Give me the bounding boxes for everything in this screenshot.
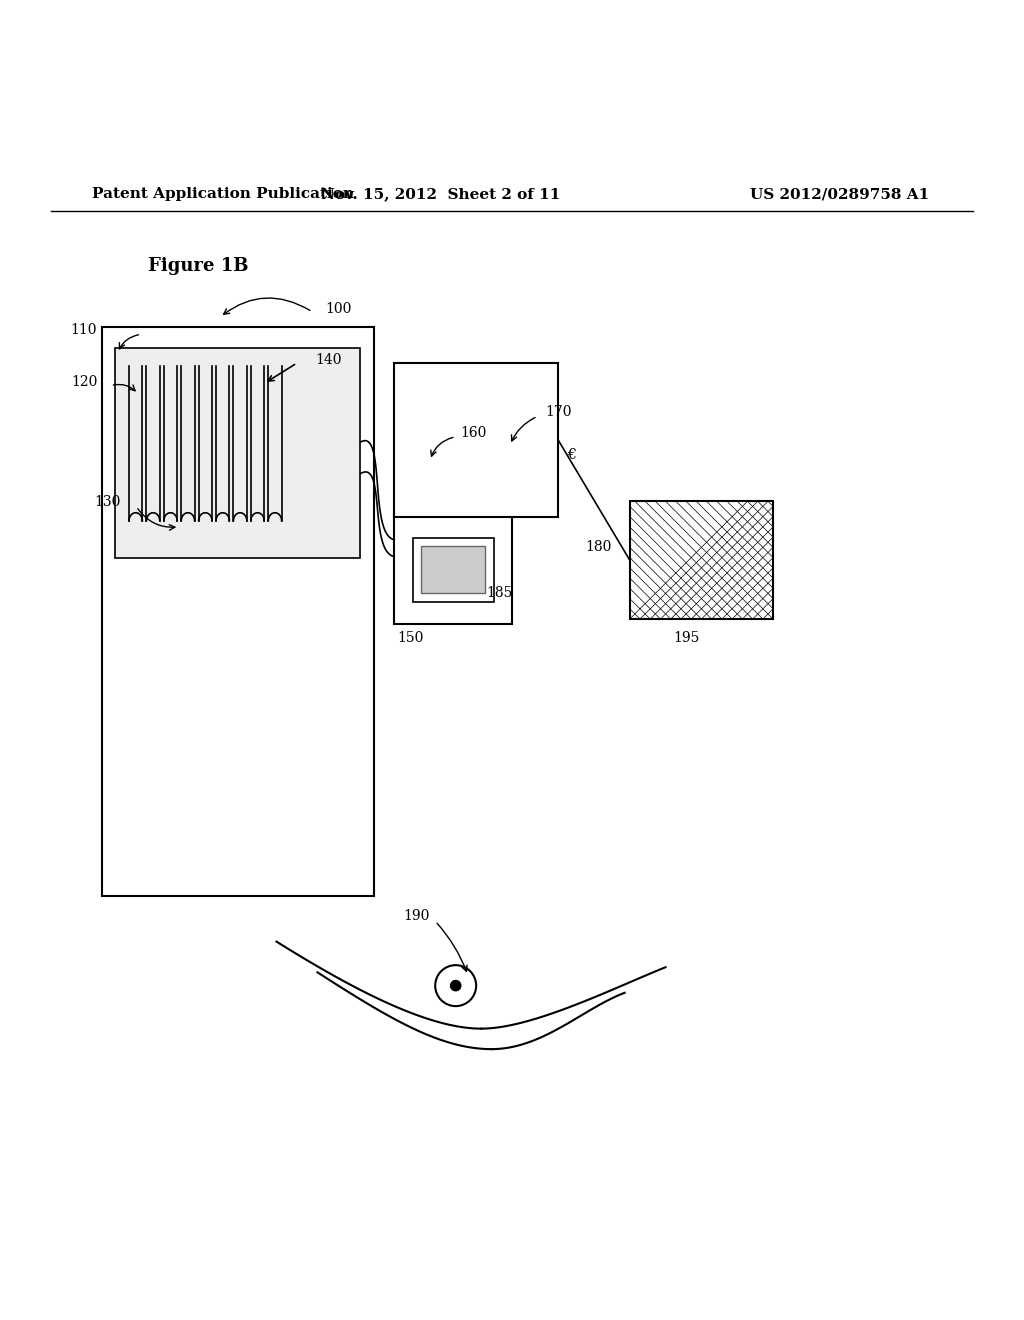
Text: 110: 110 (71, 323, 97, 338)
Bar (394, 512, 512, 624)
Text: 140: 140 (315, 352, 342, 367)
Text: €: € (567, 449, 575, 462)
Text: 130: 130 (94, 495, 121, 510)
Bar (102, 327, 374, 895)
Text: Figure 1B: Figure 1B (148, 257, 249, 275)
Text: Patent Application Publication: Patent Application Publication (92, 187, 354, 201)
Text: Nov. 15, 2012  Sheet 2 of 11: Nov. 15, 2012 Sheet 2 of 11 (321, 187, 560, 201)
Text: 180: 180 (586, 540, 612, 554)
Text: 120: 120 (71, 375, 97, 389)
Text: US 2012/0289758 A1: US 2012/0289758 A1 (750, 187, 930, 201)
Circle shape (451, 981, 461, 991)
Text: 100: 100 (326, 302, 352, 315)
Text: 150: 150 (397, 631, 424, 645)
Text: 190: 190 (403, 909, 430, 923)
Bar (421, 546, 485, 594)
Bar (413, 539, 494, 602)
Bar (115, 347, 360, 557)
Text: 185: 185 (486, 586, 513, 601)
Bar (630, 502, 773, 619)
Bar (394, 363, 558, 516)
Text: 160: 160 (461, 425, 487, 440)
Text: 170: 170 (546, 405, 572, 420)
Text: 195: 195 (673, 631, 699, 645)
